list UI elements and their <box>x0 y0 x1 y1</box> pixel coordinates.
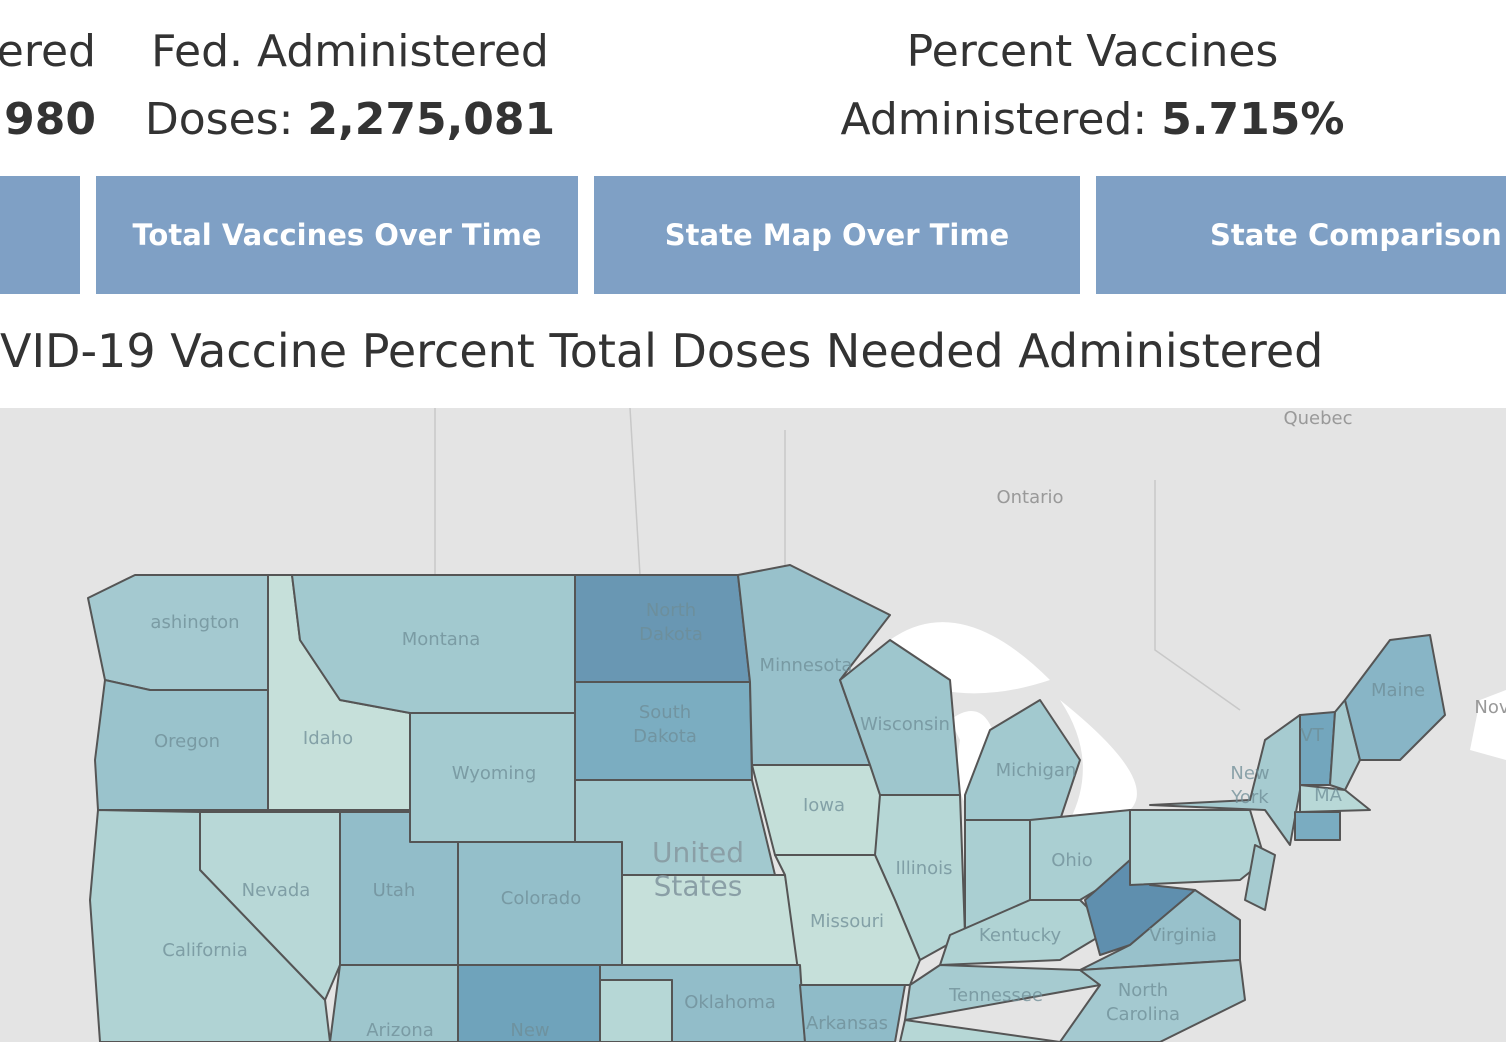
state-label: Missouri <box>810 911 884 932</box>
stat-label: ered <box>0 26 96 77</box>
state-label: MA <box>1314 785 1343 806</box>
state-label: Wisconsin <box>860 714 950 735</box>
state <box>1244 844 1276 911</box>
state-label: Oklahoma <box>684 992 776 1013</box>
stat-line: Doses: 2,275,081 <box>140 86 560 154</box>
region-label: Nov <box>1474 697 1506 718</box>
state-label: North Dakota <box>639 600 703 645</box>
stat-number: 2,275,081 <box>307 94 556 145</box>
tab-button[interactable] <box>0 176 80 294</box>
region-label: United States <box>652 836 744 903</box>
stat-value: 980 <box>0 86 96 154</box>
stat-percent: Percent Vaccines Administered: 5.715% <box>830 18 1355 154</box>
state <box>1329 699 1361 791</box>
state-label: California <box>162 940 247 961</box>
state <box>1129 809 1266 886</box>
state-label: Oregon <box>154 731 220 752</box>
states <box>87 564 1446 1042</box>
state-label: ashington <box>150 612 239 633</box>
state <box>799 984 906 1042</box>
state-label: Michigan <box>996 760 1077 781</box>
border-line <box>434 408 1241 711</box>
state <box>89 809 331 1042</box>
state-label: VT <box>1300 725 1324 746</box>
state-label: Minnesota <box>760 655 853 676</box>
stat-partial: ered 980 <box>0 18 96 154</box>
region-label: Ontario <box>996 487 1063 508</box>
state <box>774 854 921 986</box>
state-label: Arizona <box>366 1020 434 1041</box>
state-label: Illinois <box>895 858 952 879</box>
state-label: Virginia <box>1149 925 1217 946</box>
labels: Quebec Ontario Nov United States ashington Ore… <box>150 408 1506 1042</box>
state-label: North Carolina <box>1106 980 1180 1025</box>
state <box>1299 784 1371 813</box>
state-label: Colorado <box>501 888 581 909</box>
tab-button[interactable]: Total Vaccines Over Time <box>96 176 578 294</box>
water <box>890 622 1506 820</box>
tab-button[interactable]: State Map Over Time <box>594 176 1080 294</box>
map: Quebec Ontario Nov United States ashington Ore… <box>0 408 1506 1042</box>
state-label: Idaho <box>303 728 353 749</box>
state-label: Iowa <box>803 795 845 816</box>
state <box>329 964 459 1042</box>
state-label: South Dakota <box>633 702 697 747</box>
state <box>1344 634 1446 761</box>
state <box>457 964 601 1042</box>
stat-label: Administered: <box>840 94 1148 145</box>
stat-line: Administered: 5.715% <box>830 86 1355 154</box>
state-label: Kentucky <box>979 925 1062 946</box>
map-title: VID-19 Vaccine Percent Total Doses Neede… <box>0 324 1324 378</box>
state <box>1059 959 1246 1042</box>
state-label: Arkansas <box>806 1013 888 1034</box>
state-label: NewMexico <box>499 1020 562 1042</box>
state-label: Tennessee <box>948 985 1043 1006</box>
stat-label: Fed. Administered <box>151 26 549 77</box>
state <box>899 1019 1061 1042</box>
state-label: Maine <box>1371 680 1425 701</box>
region-label: Quebec <box>1283 408 1352 429</box>
state-label: New York <box>1230 763 1269 808</box>
state-label: Ohio <box>1051 850 1093 871</box>
state-label: Utah <box>373 880 416 901</box>
state-label: Nevada <box>242 880 311 901</box>
tab-button[interactable]: State Comparison <box>1096 176 1506 294</box>
stat-label: Percent Vaccines <box>906 26 1279 77</box>
stat-label: Doses: <box>144 94 294 145</box>
state-label: Montana <box>402 629 480 650</box>
state <box>1079 889 1241 971</box>
stat-number: 5.715% <box>1161 94 1345 145</box>
state <box>1294 811 1341 841</box>
stat-fed: Fed. Administered Doses: 2,275,081 <box>140 18 560 154</box>
state-label: Wyoming <box>452 763 537 784</box>
state <box>599 979 673 1042</box>
stat-number: 980 <box>4 94 96 145</box>
